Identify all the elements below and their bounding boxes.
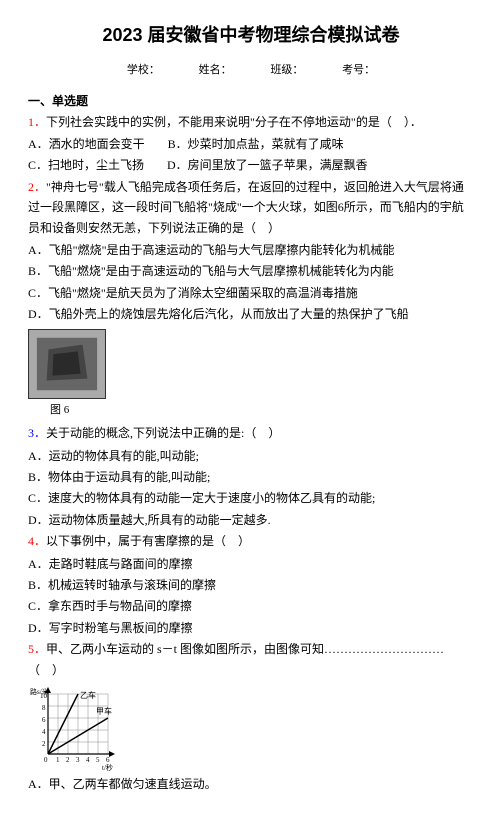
q3-optA: A．运动的物体具有的能,叫动能;	[28, 446, 474, 466]
q1-number: 1．	[28, 115, 46, 129]
page-title: 2023 届安徽省中考物理综合模拟试卷	[28, 20, 474, 51]
q4-optC: C．拿东西时手与物品间的摩擦	[28, 596, 474, 616]
q5-chart: 乙车 甲车 路s/米 10 8 6 4 2 0 1 2 3 4 5 6 t/秒	[28, 684, 123, 772]
q1-text: 下列社会实践中的实例，不能用来说明"分子在不停地运动"的是（ ）．	[46, 115, 422, 129]
q1-optA: A．洒水的地面会变干	[28, 137, 145, 151]
q1-optC: C．扫地时，尘土飞扬	[28, 158, 144, 172]
svg-text:t/秒: t/秒	[102, 763, 113, 772]
q2-number: 2．	[28, 180, 46, 194]
svg-text:乙车: 乙车	[80, 690, 96, 700]
name-label: 姓名：	[199, 64, 232, 76]
question-5: 5．甲、乙两小车运动的 s－t 图像如图所示，由图像可知…………………………（ …	[28, 639, 474, 680]
q2-optB: B．飞船"燃烧"是由于高速运动的飞船与大气层摩擦机械能转化为内能	[28, 261, 474, 281]
svg-text:5: 5	[96, 756, 100, 764]
school-label: 学校：	[127, 64, 160, 76]
svg-text:3: 3	[76, 756, 80, 764]
figure-6-caption: 图 6	[50, 401, 474, 420]
question-1: 1．下列社会实践中的实例，不能用来说明"分子在不停地运动"的是（ ）．	[28, 112, 474, 132]
question-3: 3．关于动能的概念,下列说法中正确的是:（ ）	[28, 423, 474, 443]
q3-optB: B．物体由于运动具有的能,叫动能;	[28, 467, 474, 487]
figure-6-image	[28, 329, 106, 399]
svg-text:甲车: 甲车	[96, 706, 112, 716]
q2-optD: D．飞船外壳上的烧蚀层先熔化后汽化，从而放出了大量的热保护了飞船	[28, 304, 474, 324]
svg-text:4: 4	[42, 728, 46, 736]
q1-optB: B．炒菜时加点盐，菜就有了咸味	[168, 137, 344, 151]
class-label: 班级：	[270, 64, 303, 76]
svg-text:2: 2	[42, 740, 46, 748]
q2-text: "神舟七号"载人飞船完成各项任务后，在返回的过程中，返回舱进入大气层将通过一段黑…	[28, 180, 464, 235]
figure-6: 图 6	[28, 329, 474, 420]
svg-text:6: 6	[42, 716, 46, 724]
q2-optA: A．飞船"燃烧"是由于高速运动的飞船与大气层摩擦内能转化为机械能	[28, 240, 474, 260]
q4-optB: B．机械运转时轴承与滚珠间的摩擦	[28, 575, 474, 595]
q3-text: 关于动能的概念,下列说法中正确的是:（ ）	[46, 426, 280, 440]
svg-text:10: 10	[40, 692, 48, 700]
q3-optC: C．速度大的物体具有的动能一定大于速度小的物体乙具有的动能;	[28, 488, 474, 508]
svg-text:0: 0	[44, 756, 48, 764]
q4-optA: A．走路时鞋底与路面间的摩擦	[28, 554, 474, 574]
q4-text: 以下事例中，属于有害摩擦的是（ ）	[46, 534, 250, 548]
q5-number: 5．	[28, 642, 46, 656]
q4-optD: D．写字时粉笔与黑板间的摩擦	[28, 618, 474, 638]
number-label: 考号：	[342, 64, 375, 76]
q1-options-row1: A．洒水的地面会变干 B．炒菜时加点盐，菜就有了咸味	[28, 134, 474, 154]
svg-text:1: 1	[56, 756, 60, 764]
question-2: 2．"神舟七号"载人飞船完成各项任务后，在返回的过程中，返回舱进入大气层将通过一…	[28, 177, 474, 238]
question-4: 4．以下事例中，属于有害摩擦的是（ ）	[28, 531, 474, 551]
q4-number: 4．	[28, 534, 46, 548]
q1-optD: D．房间里放了一篮子苹果，满屋飘香	[167, 158, 368, 172]
svg-text:4: 4	[86, 756, 90, 764]
q5-text: 甲、乙两小车运动的 s－t 图像如图所示，由图像可知…………………………（ ）	[28, 642, 444, 676]
q1-options-row2: C．扫地时，尘土飞扬 D．房间里放了一篮子苹果，满屋飘香	[28, 155, 474, 175]
svg-text:8: 8	[42, 704, 46, 712]
q5-optA: A．甲、乙两车都做匀速直线运动。	[28, 774, 474, 794]
q2-optC: C．飞船"燃烧"是航天员为了消除太空细菌采取的高温消毒措施	[28, 283, 474, 303]
student-info-row: 学校： 姓名： 班级： 考号：	[28, 61, 474, 80]
svg-text:6: 6	[106, 756, 110, 764]
q3-number: 3．	[28, 426, 46, 440]
section-1-title: 一、单选题	[28, 91, 474, 111]
q3-optD: D．运动物体质量越大,所具有的动能一定越多.	[28, 510, 474, 530]
svg-text:2: 2	[66, 756, 70, 764]
